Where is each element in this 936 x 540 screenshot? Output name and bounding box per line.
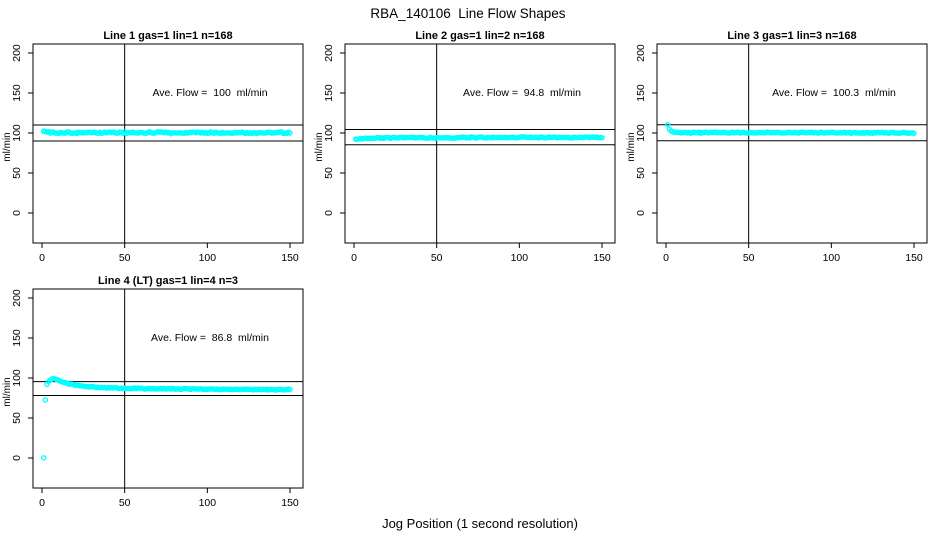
- y-tick-label: 150: [11, 329, 23, 347]
- y-tick-label: 200: [11, 289, 23, 307]
- y-tick-label: 100: [11, 124, 23, 142]
- axis-box: [32, 43, 304, 244]
- y-tick-label: 200: [11, 44, 23, 62]
- x-tick-label: 50: [119, 497, 131, 509]
- y-tick-label: 50: [323, 167, 335, 179]
- main-title: RBA_140106 Line Flow Shapes: [370, 6, 566, 21]
- x-tick-label: 100: [511, 252, 529, 264]
- x-tick-label: 150: [593, 252, 611, 264]
- x-tick-label: 50: [119, 252, 131, 264]
- plot-area: 0 50 100 150 0 50 100 150 200: [635, 43, 928, 264]
- axis-box: [656, 43, 928, 244]
- panel-line-3: Line 3 gas=1 lin=3 n=168 Ave. Flow = 100…: [626, 30, 928, 264]
- y-tick-label: 50: [635, 167, 647, 179]
- plot-area: 0 50 100 150 0 50 100 150 200: [323, 43, 616, 264]
- y-tick-label: 0: [635, 210, 647, 216]
- x-axis-label: Jog Position (1 second resolution): [382, 516, 578, 531]
- y-tick-label: 0: [323, 210, 335, 216]
- panel-title: Line 4 (LT) gas=1 lin=4 n=3: [98, 275, 238, 287]
- y-tick-label: 100: [635, 124, 647, 142]
- x-tick-label: 100: [199, 497, 217, 509]
- x-tick-label: 150: [905, 252, 923, 264]
- y-tick-label: 200: [323, 44, 335, 62]
- axis-box: [344, 43, 616, 244]
- y-tick-label: 0: [11, 455, 23, 461]
- data-point: [40, 455, 47, 461]
- data-point: [599, 135, 605, 141]
- panel-line-2: Line 2 gas=1 lin=2 n=168 Ave. Flow = 94.…: [314, 30, 616, 264]
- y-tick-label: 50: [11, 412, 23, 424]
- y-tick-label: 100: [323, 124, 335, 142]
- y-tick-label: 50: [11, 167, 23, 179]
- y-tick-label: 150: [323, 84, 335, 102]
- x-tick-label: 0: [39, 252, 45, 264]
- data-point: [287, 386, 293, 393]
- panel-title: Line 3 gas=1 lin=3 n=168: [727, 30, 856, 42]
- x-tick-label: 150: [281, 252, 299, 264]
- x-tick-label: 0: [351, 252, 357, 264]
- x-tick-label: 100: [823, 252, 841, 264]
- data-point: [911, 130, 917, 137]
- data-point: [287, 130, 293, 136]
- x-tick-label: 0: [663, 252, 669, 264]
- axis-box: [32, 288, 304, 489]
- panel-title: Line 2 gas=1 lin=2 n=168: [415, 30, 544, 42]
- y-tick-label: 200: [635, 44, 647, 62]
- y-axis-title: ml/min: [314, 132, 325, 161]
- x-tick-label: 0: [39, 497, 45, 509]
- ave-flow-annotation: Ave. Flow = 100.3 ml/min: [772, 87, 896, 99]
- x-tick-label: 50: [743, 252, 755, 264]
- data-point: [664, 121, 671, 128]
- ave-flow-annotation: Ave. Flow = 86.8 ml/min: [151, 332, 269, 344]
- x-tick-label: 50: [431, 252, 443, 264]
- x-tick-label: 150: [281, 497, 299, 509]
- y-axis-title: ml/min: [626, 132, 637, 161]
- ave-flow-annotation: Ave. Flow = 94.8 ml/min: [463, 87, 581, 99]
- panel-line-4: Line 4 (LT) gas=1 lin=4 n=3 Ave. Flow = …: [2, 275, 304, 509]
- y-tick-label: 0: [11, 210, 23, 216]
- plot-area: 0 50 100 150 0 50 100 150 200: [11, 288, 304, 509]
- ave-flow-annotation: Ave. Flow = 100 ml/min: [152, 87, 267, 99]
- panel-title: Line 1 gas=1 lin=1 n=168: [103, 30, 232, 42]
- x-tick-label: 100: [199, 252, 217, 264]
- y-tick-label: 150: [635, 84, 647, 102]
- plot-area: 0 50 100 150 0 50 100 150 200: [11, 43, 304, 264]
- panel-line-1: Line 1 gas=1 lin=1 n=168 Ave. Flow = 100…: [2, 30, 304, 264]
- y-axis-title: ml/min: [2, 377, 13, 406]
- y-tick-label: 100: [11, 369, 23, 387]
- y-tick-label: 150: [11, 84, 23, 102]
- data-point: [42, 397, 49, 403]
- y-axis-title: ml/min: [2, 132, 13, 161]
